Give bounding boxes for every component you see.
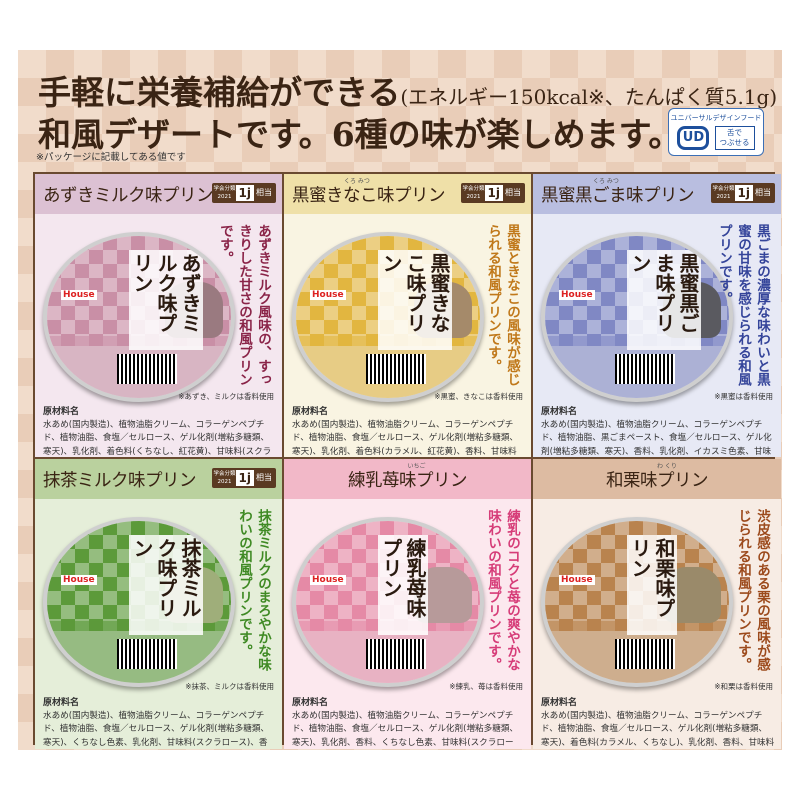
universal-design-food-logo: ユニバーサルデザインフード UD 舌で つぶせる <box>668 108 764 156</box>
brand-logo: House <box>310 575 346 585</box>
product-description: 練乳のコクと苺の爽やかな味わいの和風プリンです。 <box>485 509 520 671</box>
product-cup-image: House 黒蜜きなこ味プリン <box>292 232 484 402</box>
dysphagia-level-badge: 学会分類 2021 1j 相当 <box>460 183 525 203</box>
flavor-footnote: ※練乳、苺は香料使用 <box>449 682 523 691</box>
product-panel-2: くろ みつ 黒蜜きなこ味プリン 学会分類 2021 1j 相当 House 黒蜜きな… <box>284 174 531 457</box>
headline-line-2: 和風デザートです。6種の味が楽しめます。 <box>38 115 682 154</box>
dysphagia-level-badge: 学会分類 2021 1j 相当 <box>710 183 775 203</box>
brand-logo: House <box>310 290 346 300</box>
dysphagia-level-badge: 学会分類 2021 1j 相当 <box>211 468 276 488</box>
cup-label-name: 練乳苺味プリン <box>378 535 428 635</box>
brand-logo: House <box>559 575 595 585</box>
dysphagia-level-badge: 学会分類 2021 1j 相当 <box>211 183 276 203</box>
product-cup-image: House 黒蜜黒ごま味プリン <box>541 232 733 402</box>
panel-header: 抹茶ミルク味プリン 学会分類 2021 1j 相当 <box>35 459 282 499</box>
product-title: 抹茶ミルク味プリン <box>43 470 197 491</box>
product-title: 黒蜜黒ごま味プリン <box>541 185 695 206</box>
brand-logo: House <box>61 290 97 300</box>
product-cup-image: House あずきミルク味プリン <box>43 232 235 402</box>
title-ruby: くろ みつ <box>344 178 370 185</box>
product-description: あずきミルク風味の、すっきりした甘さの和風プリンです。 <box>217 224 271 386</box>
panel-header: いちご 練乳苺味プリン <box>284 459 531 499</box>
flavor-footnote: ※黒蜜は香料使用 <box>714 392 773 401</box>
flavor-footnote: ※あずき、ミルクは香料使用 <box>178 392 274 401</box>
ingredients-heading: 原材料名 <box>43 698 80 708</box>
panel-header: くろ みつ 黒蜜きなこ味プリン 学会分類 2021 1j 相当 <box>284 174 531 214</box>
barcode <box>366 639 426 669</box>
flavor-footnote: ※黒蜜、きなこは香料使用 <box>434 392 523 401</box>
product-panel-1: あずきミルク味プリン 学会分類 2021 1j 相当 House あずきミルク味プリ… <box>35 174 282 457</box>
udf-mark-icon: UD <box>677 126 710 150</box>
ingredients: 原材料名 水あめ(国内製造)、植物油脂クリーム、コラーゲンペプチド、植物油脂、黒… <box>541 406 775 457</box>
product-description: 黒蜜ときなこの風味が感じられる和風プリンです。 <box>485 224 520 386</box>
product-panel-3: くろ みつ 黒蜜黒ごま味プリン 学会分類 2021 1j 相当 House 黒蜜黒ご… <box>533 174 781 457</box>
barcode <box>117 354 177 384</box>
product-description: 渋皮感のある栗の風味が感じられる和風プリンです。 <box>735 509 770 671</box>
cup-label-name: あずきミルク味プリン <box>129 250 203 350</box>
panel-header: あずきミルク味プリン 学会分類 2021 1j 相当 <box>35 174 282 214</box>
ingredients-heading: 原材料名 <box>541 407 578 417</box>
ingredients-heading: 原材料名 <box>292 698 329 708</box>
title-ruby: くろ みつ <box>593 178 619 185</box>
ingredients: 原材料名 水あめ(国内製造)、植物油脂クリーム、コラーゲンペプチド、植物油脂、食… <box>292 406 525 457</box>
ingredients: 原材料名 水あめ(国内製造)、植物油脂クリーム、コラーゲンペプチド、植物油脂、食… <box>292 697 525 749</box>
cup-label-name: 抹茶ミルク味プリン <box>129 535 203 635</box>
ingredients: 原材料名 水あめ(国内製造)、植物油脂クリーム、コラーゲンペプチド、植物油脂、食… <box>541 698 775 748</box>
barcode <box>615 354 675 384</box>
flavor-footnote: ※和栗は香料使用 <box>714 682 773 691</box>
ingredients: 原材料名 水あめ(国内製造)、植物油脂クリーム、コラーゲンペプチド、植物油脂、食… <box>43 697 276 749</box>
udf-label: 舌で つぶせる <box>714 126 755 150</box>
product-cup-image: House 抹茶ミルク味プリン <box>43 517 235 687</box>
barcode <box>366 354 426 384</box>
cup-label-name: 黒蜜きなこ味プリン <box>378 250 452 350</box>
panel-header: わ くり 和栗味プリン <box>533 459 781 499</box>
title-ruby: わ くり <box>657 463 677 470</box>
product-title: 練乳苺味プリン <box>348 470 468 491</box>
barcode <box>117 639 177 669</box>
product-title: あずきミルク味プリン <box>43 185 214 206</box>
product-panel-6: わ くり 和栗味プリン House 和栗味プリン 渋皮感のある栗の風味が感じられ… <box>533 459 781 749</box>
flavor-footnote: ※抹茶、ミルクは香料使用 <box>185 682 274 691</box>
product-infographic: 手軽に栄養補給ができる(エネルギー150kcal※、たんぱく質5.1g) 和風デ… <box>18 50 782 750</box>
cup-label-name: 黒蜜黒ごま味プリン <box>627 250 701 350</box>
brand-logo: House <box>61 575 97 585</box>
product-grid: あずきミルク味プリン 学会分類 2021 1j 相当 House あずきミルク味プリ… <box>33 172 781 749</box>
product-panel-5: いちご 練乳苺味プリン House 練乳苺味プリン 練乳のコクと苺の爽やかな味わ… <box>284 459 531 749</box>
header-note: ※パッケージに記載してある値です <box>36 152 186 163</box>
headline-line-1: 手軽に栄養補給ができる(エネルギー150kcal※、たんぱく質5.1g) <box>38 73 778 112</box>
cup-label-name: 和栗味プリン <box>627 535 677 635</box>
ingredients-heading: 原材料名 <box>292 407 329 417</box>
barcode <box>615 639 675 669</box>
panel-header: くろ みつ 黒蜜黒ごま味プリン 学会分類 2021 1j 相当 <box>533 174 781 214</box>
title-ruby: いちご <box>407 463 426 470</box>
ingredients-heading: 原材料名 <box>541 698 578 708</box>
product-cup-image: House 練乳苺味プリン <box>292 517 484 687</box>
ingredients-heading: 原材料名 <box>43 407 80 417</box>
product-description: 黒ごまの濃厚な味わいと黒蜜の甘味を感じられる和風プリンです。 <box>716 224 770 386</box>
product-description: 抹茶ミルクのまろやかな味わいの和風プリンです。 <box>236 509 271 671</box>
product-panel-4: 抹茶ミルク味プリン 学会分類 2021 1j 相当 House 抹茶ミルク味プリン … <box>35 459 282 749</box>
brand-logo: House <box>559 290 595 300</box>
ingredients: 原材料名 水あめ(国内製造)、植物油脂クリーム、コラーゲンペプチド、植物油脂、食… <box>43 406 276 457</box>
product-title: 黒蜜きなこ味プリン <box>292 185 446 206</box>
product-cup-image: House 和栗味プリン <box>541 517 733 687</box>
product-title: 和栗味プリン <box>606 470 709 491</box>
